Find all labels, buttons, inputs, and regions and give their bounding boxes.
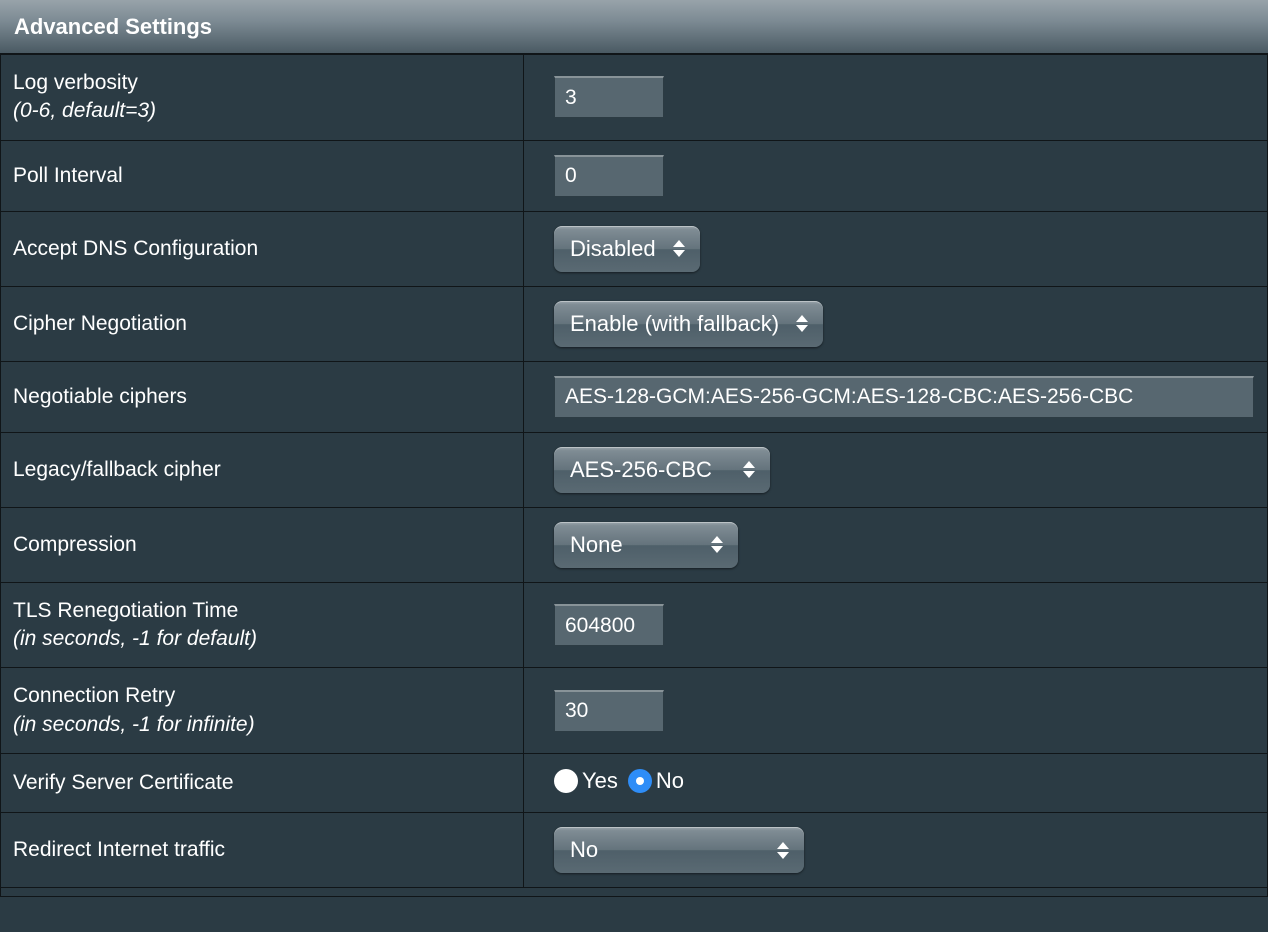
radio-label: No [656,768,684,794]
label-accept-dns: Accept DNS Configuration [1,211,524,286]
radio-icon [628,769,652,793]
updown-icon [742,459,756,481]
select-value: AES-256-CBC [570,457,712,483]
redirect-internet-select[interactable]: No [554,827,804,873]
row-redirect-internet: Redirect Internet traffic No [1,813,1268,888]
radio-label: Yes [582,768,618,794]
row-compression: Compression None [1,507,1268,582]
compression-select[interactable]: None [554,522,738,568]
label-verify-server-cert: Verify Server Certificate [1,754,524,813]
advanced-settings-panel: Advanced Settings Log verbosity (0-6, de… [0,0,1268,897]
label-text: Log verbosity [13,71,138,94]
accept-dns-select[interactable]: Disabled [554,226,700,272]
verify-server-cert-no[interactable]: No [628,768,684,794]
verify-server-cert-radio-group: Yes No [554,768,684,794]
label-negotiable-ciphers: Negotiable ciphers [1,361,524,432]
label-poll-interval: Poll Interval [1,140,524,211]
panel-title: Advanced Settings [14,14,212,40]
updown-icon [710,534,724,556]
log-verbosity-input[interactable] [554,76,664,118]
row-connection-retry: Connection Retry (in seconds, -1 for inf… [1,668,1268,754]
label-text: Legacy/fallback cipher [13,458,221,481]
select-value: Disabled [570,236,656,262]
label-text: Redirect Internet traffic [13,838,225,861]
panel-header: Advanced Settings [0,0,1268,54]
label-note: (in seconds, -1 for default) [13,627,257,650]
label-compression: Compression [1,507,524,582]
updown-icon [776,839,790,861]
label-text: Verify Server Certificate [13,771,234,794]
label-text: Connection Retry [13,684,175,707]
settings-table: Log verbosity (0-6, default=3) Poll Inte… [0,54,1268,897]
select-value: Enable (with fallback) [570,311,779,337]
fallback-cipher-select[interactable]: AES-256-CBC [554,447,770,493]
label-text: TLS Renegotiation Time [13,599,238,622]
verify-server-cert-yes[interactable]: Yes [554,768,618,794]
label-redirect-internet: Redirect Internet traffic [1,813,524,888]
label-log-verbosity: Log verbosity (0-6, default=3) [1,55,524,141]
label-note: (0-6, default=3) [13,99,156,122]
label-note: (in seconds, -1 for infinite) [13,713,255,736]
updown-icon [672,238,686,260]
label-text: Poll Interval [13,164,123,187]
radio-icon [554,769,578,793]
label-text: Negotiable ciphers [13,385,187,408]
row-negotiable-ciphers: Negotiable ciphers [1,361,1268,432]
label-connection-retry: Connection Retry (in seconds, -1 for inf… [1,668,524,754]
connection-retry-input[interactable] [554,690,664,732]
updown-icon [795,313,809,335]
label-cipher-negotiation: Cipher Negotiation [1,286,524,361]
label-text: Compression [13,533,137,556]
label-text: Cipher Negotiation [13,312,187,335]
poll-interval-input[interactable] [554,155,664,197]
row-separator [1,888,1268,897]
row-log-verbosity: Log verbosity (0-6, default=3) [1,55,1268,141]
tls-renegotiation-input[interactable] [554,604,664,646]
row-cipher-negotiation: Cipher Negotiation Enable (with fallback… [1,286,1268,361]
cipher-negotiation-select[interactable]: Enable (with fallback) [554,301,823,347]
negotiable-ciphers-input[interactable] [554,376,1254,418]
row-poll-interval: Poll Interval [1,140,1268,211]
select-value: None [570,532,623,558]
label-fallback-cipher: Legacy/fallback cipher [1,432,524,507]
row-verify-server-cert: Verify Server Certificate Yes No [1,754,1268,813]
row-tls-renegotiation: TLS Renegotiation Time (in seconds, -1 f… [1,582,1268,668]
select-value: No [570,837,598,863]
label-text: Accept DNS Configuration [13,237,258,260]
label-tls-renegotiation: TLS Renegotiation Time (in seconds, -1 f… [1,582,524,668]
row-fallback-cipher: Legacy/fallback cipher AES-256-CBC [1,432,1268,507]
row-accept-dns: Accept DNS Configuration Disabled [1,211,1268,286]
